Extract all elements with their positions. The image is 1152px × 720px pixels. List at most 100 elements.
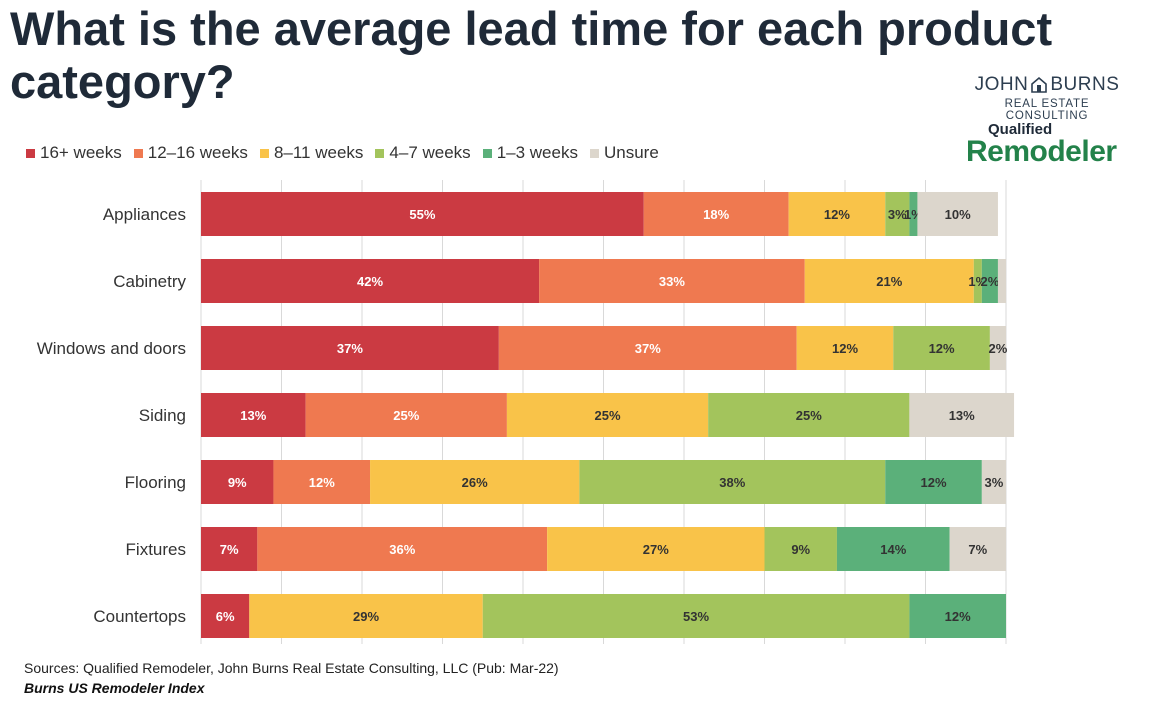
data-label: 12% — [929, 341, 955, 356]
category-label: Fixtures — [126, 540, 186, 559]
data-label: 12% — [921, 475, 947, 490]
data-label: 3% — [888, 207, 907, 222]
data-label: 6% — [216, 609, 235, 624]
bar-segment — [370, 460, 580, 504]
legend-item: 4–7 weeks — [375, 143, 471, 163]
data-label: 36% — [389, 542, 415, 557]
bar-segment — [788, 192, 886, 236]
bar-segment — [989, 326, 1006, 370]
bar-segment — [201, 259, 540, 303]
legend-swatch — [26, 148, 35, 158]
bar-segment — [482, 594, 910, 638]
data-label: 53% — [683, 609, 709, 624]
bar-segment — [973, 259, 982, 303]
legend-item: Unsure — [589, 143, 659, 163]
bar-segment — [305, 393, 507, 437]
legend-swatch — [259, 148, 269, 158]
bar-segment — [909, 393, 1015, 437]
bar-segment — [909, 192, 918, 236]
stacked-bar-chart: Appliances 55% 18% 12% 3%1% 10%Cabinetry 42% 33… — [37, 180, 1015, 644]
john-burns-logo-tagline: REAL ESTATE CONSULTING — [1004, 98, 1090, 122]
data-label: 3% — [985, 475, 1004, 490]
data-label: 14% — [880, 542, 906, 557]
qualified-remodeler-logo-main: Remodeler — [966, 135, 1117, 168]
category-label: Appliances — [103, 205, 186, 224]
legend-swatch — [133, 148, 143, 158]
legend-swatch — [482, 148, 492, 158]
bar-segment — [917, 192, 998, 236]
legend-label: 8–11 weeks — [273, 143, 364, 162]
qualified-remodeler-logo-top: Qualified — [988, 121, 1053, 138]
bar-segment — [201, 326, 499, 370]
bar-segment — [885, 192, 910, 236]
category-label: Countertops — [93, 607, 186, 626]
data-label: 13% — [240, 408, 266, 423]
data-label: 25% — [595, 408, 621, 423]
bar-segment — [547, 527, 765, 571]
bar-segment — [579, 460, 886, 504]
category-label: Siding — [139, 406, 186, 425]
bar-segment — [764, 527, 837, 571]
john-burns-logo-right: BURNS — [1050, 74, 1120, 95]
data-label: 9% — [791, 542, 810, 557]
legend-label: 12–16 weeks — [147, 143, 248, 162]
data-label: 18% — [703, 207, 729, 222]
data-label: 29% — [353, 609, 379, 624]
bar-segment — [201, 460, 274, 504]
bar-segment — [539, 259, 805, 303]
data-label: 12% — [945, 609, 971, 624]
bar-segment — [796, 326, 894, 370]
legend-label: Unsure — [603, 143, 659, 162]
legend-item: 12–16 weeks — [133, 143, 248, 163]
bar-segment — [836, 527, 950, 571]
category-label: Windows and doors — [37, 339, 186, 358]
data-label: 25% — [796, 408, 822, 423]
bar-segment — [257, 527, 548, 571]
bar-segment — [643, 192, 789, 236]
legend-label: 4–7 weeks — [389, 143, 471, 162]
bar-segment — [981, 259, 998, 303]
data-label: 37% — [337, 341, 363, 356]
data-label: 7% — [968, 542, 987, 557]
index-name: Burns US Remodeler Index — [24, 680, 205, 696]
chart-legend: 16+ weeks 12–16 weeks 8–11 weeks 4–7 weeks 1… — [26, 142, 671, 164]
legend-item: 16+ weeks — [26, 143, 122, 163]
bar-segment — [498, 326, 797, 370]
chart-title: What is the average lead time for each p… — [10, 2, 1053, 108]
data-label: 7% — [220, 542, 239, 557]
bar-segment — [885, 460, 982, 504]
data-label: 55% — [409, 207, 435, 222]
data-label: 2% — [981, 274, 1000, 289]
qualified-remodeler-logo: Qualified Remodeler — [966, 122, 1146, 167]
data-label: 12% — [832, 341, 858, 356]
john-burns-logo: JOHN BURNS REAL ESTATE CONSULTING — [962, 74, 1132, 122]
bar-segment — [804, 259, 974, 303]
source-note: Sources: Qualified Remodeler, John Burns… — [24, 660, 559, 676]
data-label: 9% — [228, 475, 247, 490]
john-burns-logo-left: JOHN — [974, 74, 1029, 95]
bar-segment — [201, 594, 250, 638]
legend-item: 1–3 weeks — [482, 143, 578, 163]
data-label: 27% — [643, 542, 669, 557]
bar-segment — [909, 594, 1006, 638]
data-label: 10% — [945, 207, 971, 222]
legend-swatch — [589, 148, 599, 158]
bar-segment — [949, 527, 1006, 571]
data-label: 12% — [824, 207, 850, 222]
bar-segment — [708, 393, 910, 437]
category-label: Flooring — [125, 473, 186, 492]
data-label: 26% — [462, 475, 488, 490]
data-label: 33% — [659, 274, 685, 289]
legend-label: 1–3 weeks — [496, 143, 578, 162]
bar-segment — [997, 259, 1006, 303]
bar-segment — [249, 594, 483, 638]
house-key-icon — [1031, 76, 1048, 93]
bar-segment — [893, 326, 990, 370]
data-label: 21% — [876, 274, 902, 289]
bar-segment — [273, 460, 371, 504]
data-label: 37% — [635, 341, 661, 356]
bar-segment — [981, 460, 1006, 504]
legend-swatch — [375, 148, 385, 158]
legend-item: 8–11 weeks — [259, 143, 364, 163]
bar-segment — [201, 527, 258, 571]
